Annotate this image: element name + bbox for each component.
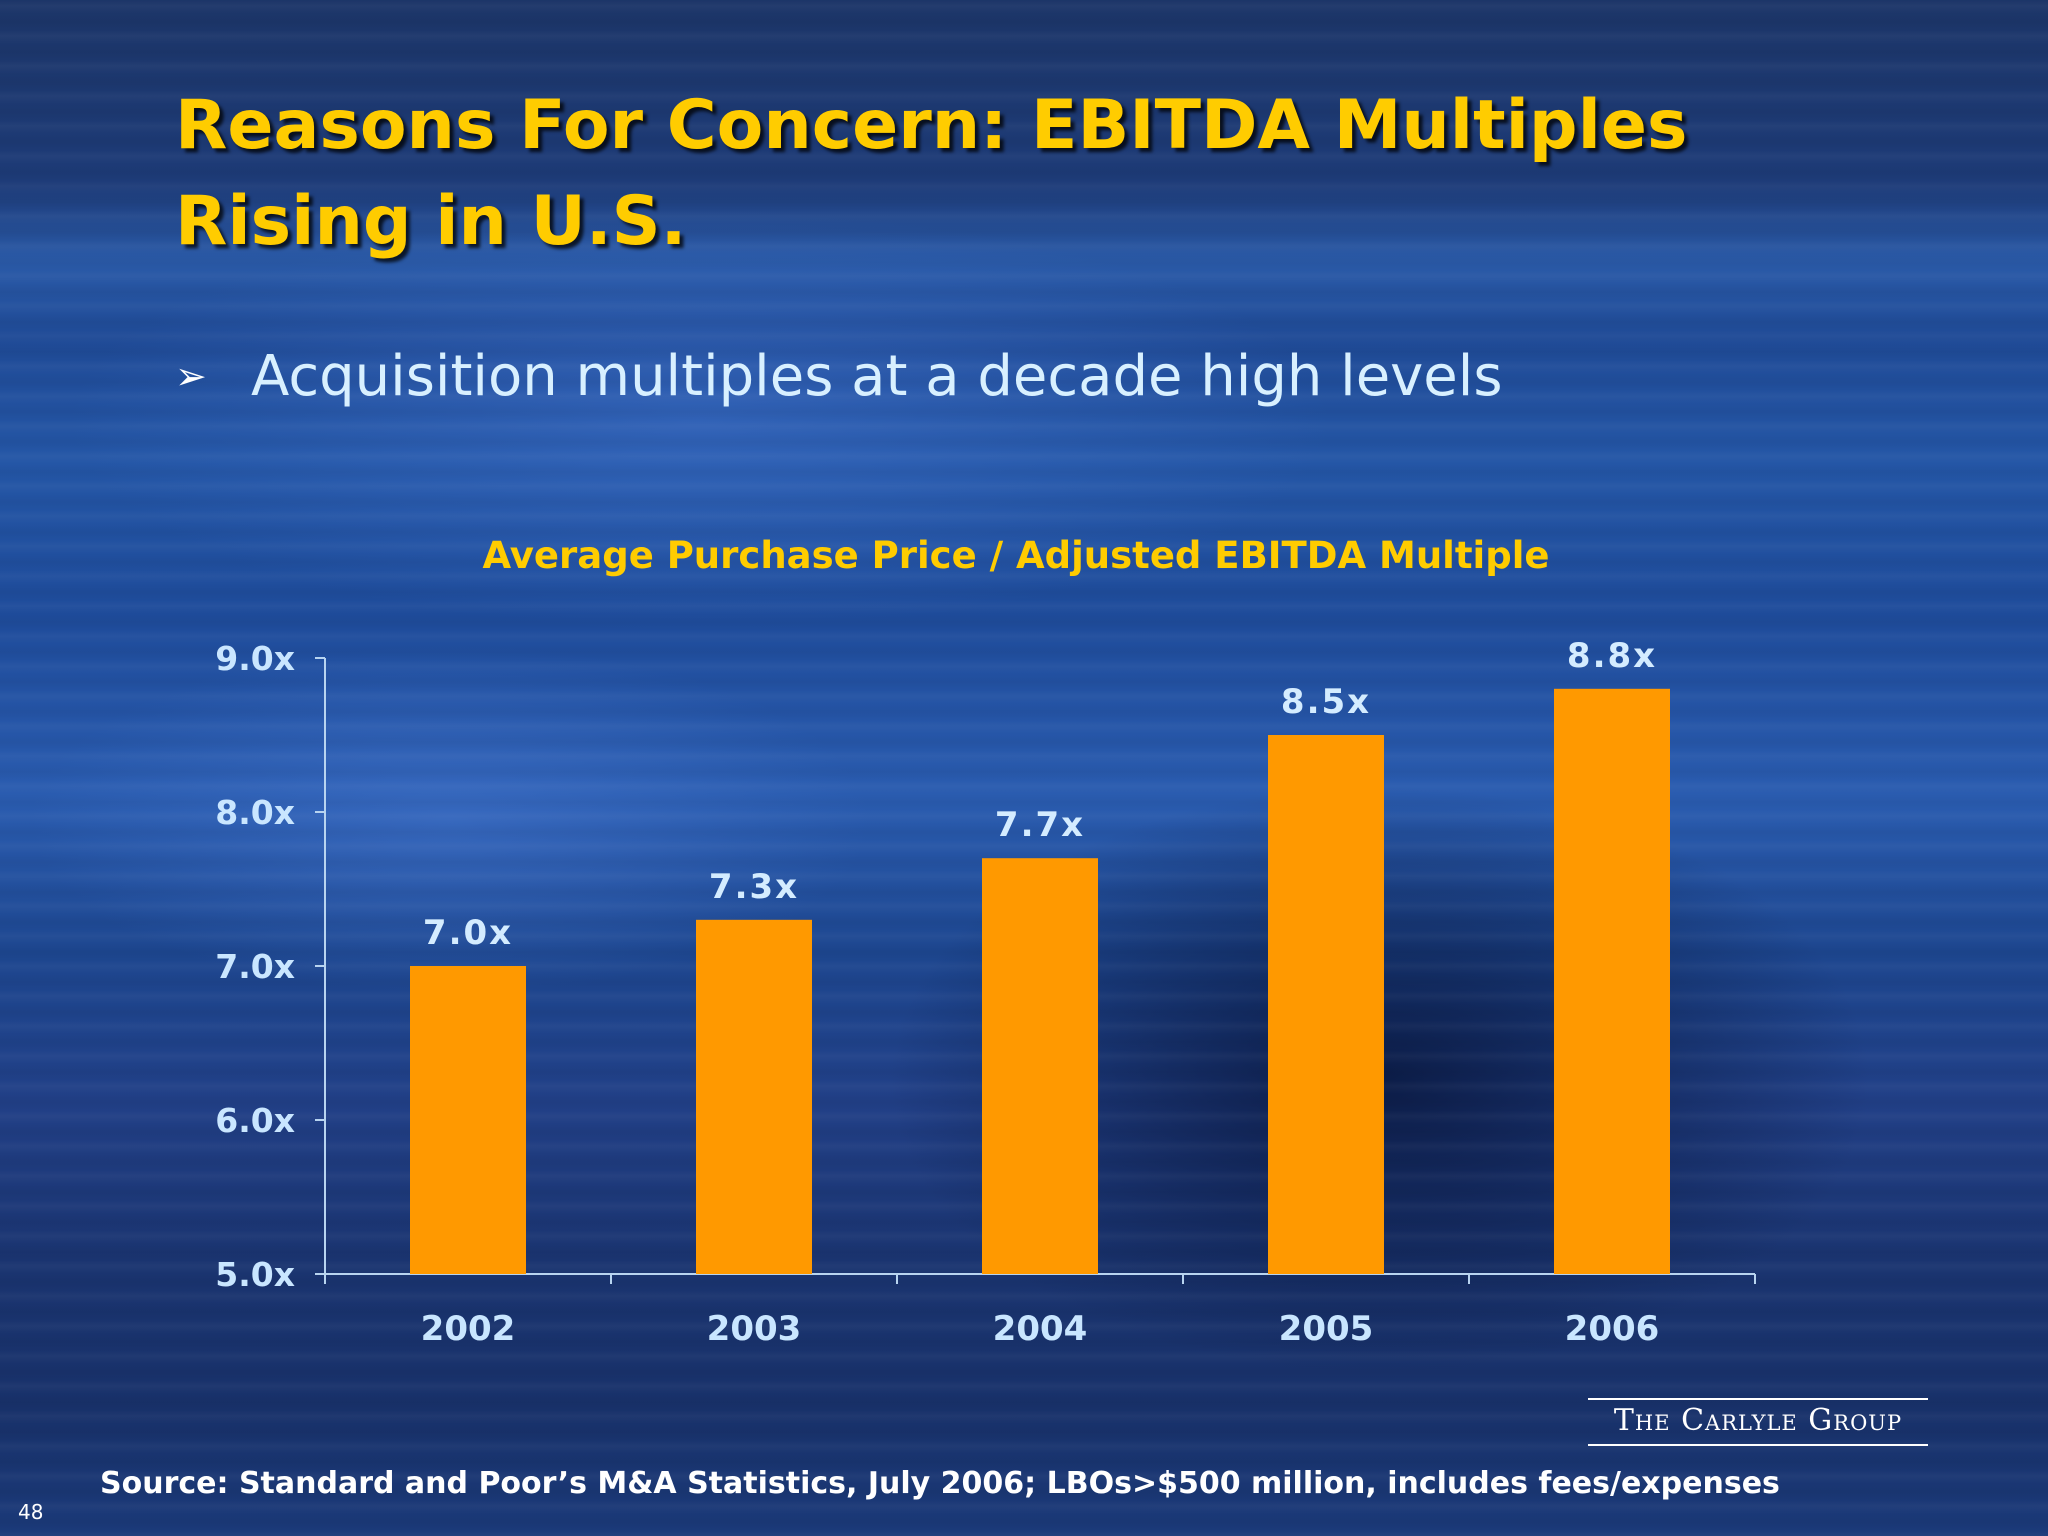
y-tick-label: 5.0x xyxy=(215,1255,295,1294)
chart-bars xyxy=(410,688,1670,1274)
data-label: 8.5x xyxy=(1281,682,1371,722)
chart-labels: 7.0x 2002 7.3x 2003 7.7x 2004 8.5x 2005 8.8x 2006 xyxy=(421,636,1660,1349)
bullet-arrow-icon: ➢ xyxy=(175,354,207,398)
data-label: 7.3x xyxy=(709,867,799,907)
bar xyxy=(1268,735,1384,1274)
y-tick-label: 8.0x xyxy=(215,793,295,832)
y-tick-label: 6.0x xyxy=(215,1101,295,1140)
bar-chart: Average Purchase Price / Adjusted EBITDA… xyxy=(215,534,1756,1349)
data-label: 7.0x xyxy=(423,913,513,953)
x-tick-label: 2003 xyxy=(707,1309,802,1349)
x-tick-label: 2006 xyxy=(1565,1309,1660,1349)
carlyle-logo: The Carlyle Group xyxy=(1588,1398,1928,1446)
bar xyxy=(696,919,812,1274)
bar xyxy=(1554,688,1670,1274)
source-note: Source: Standard and Poor’s M&A Statisti… xyxy=(100,1466,1780,1501)
bar xyxy=(410,966,526,1274)
slide-title: Reasons For Concern: EBITDA Multiples Ri… xyxy=(175,86,1688,261)
data-label: 8.8x xyxy=(1567,636,1657,676)
chart-title: Average Purchase Price / Adjusted EBITDA… xyxy=(482,534,1549,577)
bullet-text: Acquisition multiples at a decade high l… xyxy=(251,343,1503,409)
page-number: 48 xyxy=(18,1500,44,1524)
x-tick-label: 2004 xyxy=(993,1309,1088,1349)
bullet-point: ➢ Acquisition multiples at a decade high… xyxy=(175,336,1503,416)
y-tick-label: 9.0x xyxy=(215,639,295,678)
y-tick-label: 7.0x xyxy=(215,947,295,986)
bar xyxy=(982,858,1098,1274)
x-tick-label: 2005 xyxy=(1279,1309,1374,1349)
x-tick-label: 2002 xyxy=(421,1309,516,1349)
data-label: 7.7x xyxy=(995,805,1085,845)
